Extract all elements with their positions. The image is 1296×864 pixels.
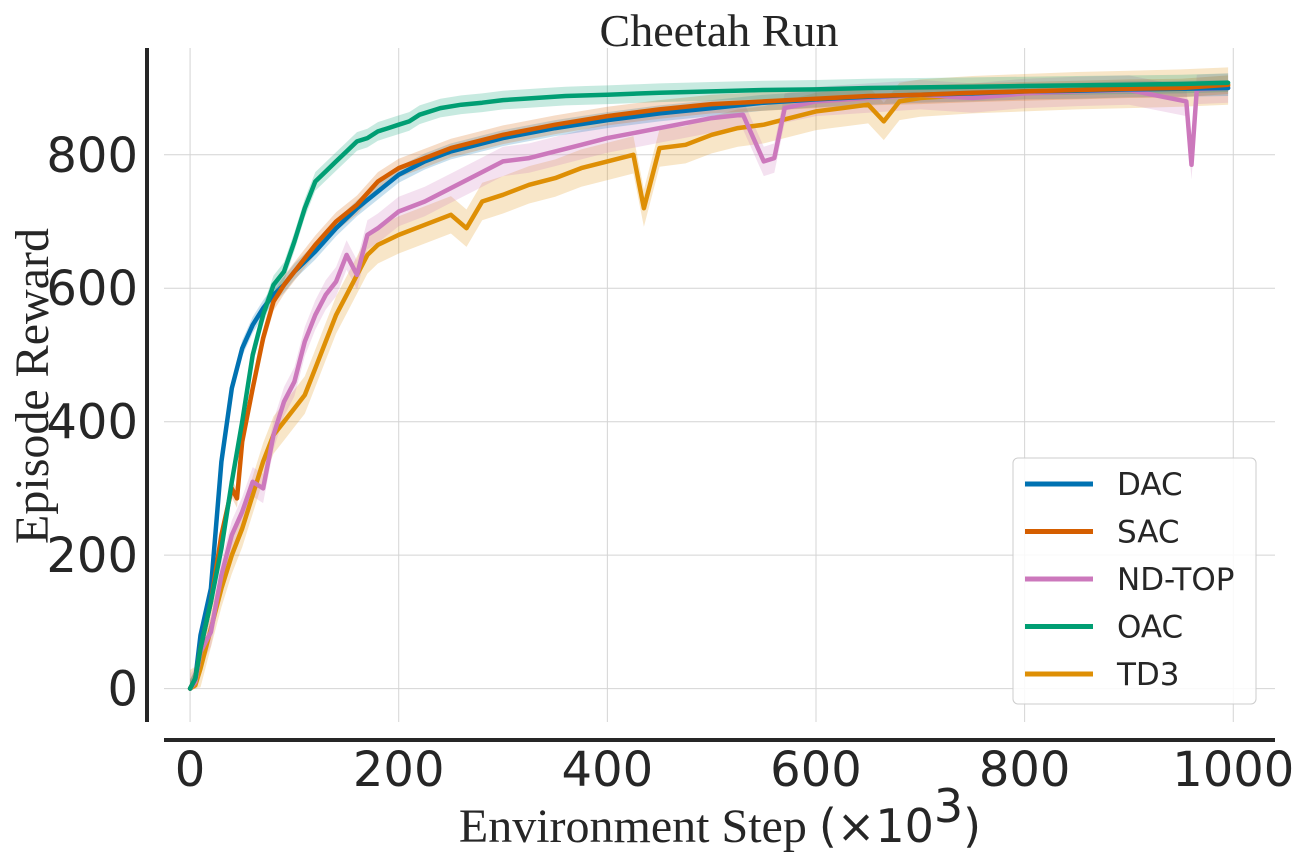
series-lines xyxy=(187,80,1231,691)
series-line-sac xyxy=(187,82,1231,691)
legend-box xyxy=(1012,457,1257,705)
legend-label-oac: OAC xyxy=(1117,610,1183,646)
series-line-nd-top xyxy=(187,85,1231,691)
y-tick-label: 0 xyxy=(107,662,138,718)
x-axis-unit-exponent: 3 xyxy=(934,779,963,833)
x-tick-labels: 0 200 400 600 800 1000 xyxy=(175,742,1295,798)
x-axis-unit: (×10 xyxy=(819,799,934,853)
y-tick-label: 200 xyxy=(46,528,138,584)
legend-label-dac: DAC xyxy=(1117,467,1183,503)
x-tick-label: 600 xyxy=(770,742,862,798)
band-td3 xyxy=(190,67,1229,689)
y-tick-labels: 0 200 400 600 800 xyxy=(46,128,138,718)
x-tick-label: 200 xyxy=(353,742,445,798)
legend-label-sac: SAC xyxy=(1117,515,1180,551)
legend: DAC SAC ND-TOP OAC TD3 xyxy=(1012,457,1257,705)
x-axis-label-text: Environment Step xyxy=(459,800,807,853)
legend-label-nd-top: ND-TOP xyxy=(1117,562,1234,598)
y-tick-label: 600 xyxy=(46,261,138,317)
x-axis-label: Environment Step (×103) xyxy=(459,779,981,853)
chart-title: Cheetah Run xyxy=(600,5,839,56)
x-tick-label: 1000 xyxy=(1172,742,1294,798)
y-tick-label: 800 xyxy=(46,128,138,184)
y-tick-label: 400 xyxy=(46,395,138,451)
series-line-td3 xyxy=(187,83,1231,691)
legend-label-td3: TD3 xyxy=(1116,657,1180,693)
x-tick-label: 400 xyxy=(562,742,654,798)
x-axis-unit-close: ) xyxy=(963,799,981,853)
confidence-bands xyxy=(190,67,1229,689)
series-line-oac xyxy=(187,80,1231,691)
y-axis-label: Episode Reward xyxy=(6,228,59,544)
x-tick-label: 800 xyxy=(979,742,1071,798)
x-tick-label: 0 xyxy=(175,742,206,798)
